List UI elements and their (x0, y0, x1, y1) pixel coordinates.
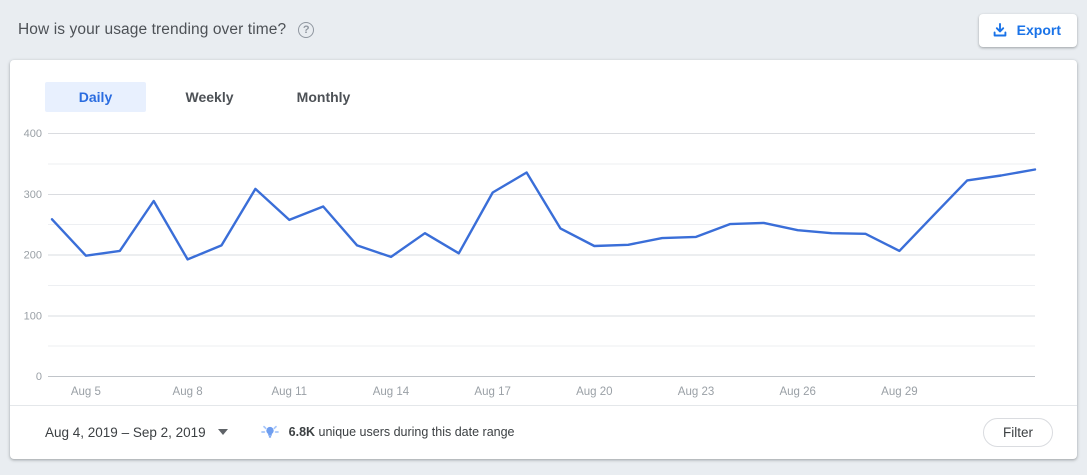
y-axis-tick-label: 0 (36, 371, 42, 383)
tab-daily-label: Daily (78, 89, 113, 105)
x-axis-tick-label: Aug 23 (678, 386, 714, 398)
y-axis-tick-label: 400 (24, 128, 42, 140)
x-axis-tick-label: Aug 29 (881, 386, 917, 398)
x-axis-tick-label: Aug 8 (173, 386, 203, 398)
export-button[interactable]: Export (978, 13, 1077, 47)
download-icon (992, 22, 1008, 38)
insight: 6.8K unique users during this date range (260, 422, 515, 442)
date-range-label: Aug 4, 2019 – Sep 2, 2019 (45, 424, 206, 440)
tab-monthly[interactable]: Monthly (273, 82, 374, 112)
y-axis-tick-label: 200 (24, 250, 42, 262)
export-button-label: Export (1016, 22, 1061, 38)
tab-weekly-label: Weekly (185, 89, 234, 105)
usage-line-chart-svg: 0 100 200 300 400 Aug 5 Aug 8 Aug 11 Aug 14 Aug 1… (24, 128, 1037, 398)
date-range-selector[interactable]: Aug 4, 2019 – Sep 2, 2019 (45, 425, 228, 440)
y-axis-tick-label: 100 (24, 310, 42, 322)
x-axis-tick-label: Aug 14 (373, 386, 410, 398)
page-title: How is your usage trending over time? (18, 21, 287, 38)
insight-text: 6.8K unique users during this date range (289, 425, 515, 439)
tab-monthly-label: Monthly (296, 89, 351, 105)
tab-weekly[interactable]: Weekly (159, 82, 260, 112)
x-axis-tick-label: Aug 11 (271, 386, 307, 398)
x-axis-tick-label: Aug 20 (576, 386, 612, 398)
usage-line-chart: 0 100 200 300 400 Aug 5 Aug 8 Aug 11 Aug 14 Aug 1… (10, 112, 1077, 405)
help-icon[interactable]: ? (298, 22, 315, 38)
usage-trend-card: Daily Weekly Monthly 0 100 200 300 400 Aug 5 A… (10, 60, 1077, 459)
chevron-down-icon (217, 429, 228, 435)
y-axis-tick-label: 300 (24, 189, 42, 201)
tab-daily[interactable]: Daily (45, 82, 146, 112)
page-header: How is your usage trending over time? ? … (0, 0, 1087, 60)
card-footer: Aug 4, 2019 – Sep 2, 2019 6. (10, 405, 1077, 458)
x-axis-tick-label: Aug 17 (474, 386, 510, 398)
lightbulb-icon (260, 422, 280, 442)
unique-users-caption: unique users during this date range (318, 425, 515, 439)
granularity-tabs: Daily Weekly Monthly (10, 60, 1077, 112)
usage-line-series (50, 168, 1037, 261)
filter-button-label: Filter (1003, 424, 1033, 440)
filter-button[interactable]: Filter (983, 417, 1053, 447)
x-axis-tick-label: Aug 26 (779, 386, 815, 398)
unique-users-count: 6.8K (288, 425, 316, 439)
x-axis-tick-label: Aug 5 (71, 386, 101, 398)
